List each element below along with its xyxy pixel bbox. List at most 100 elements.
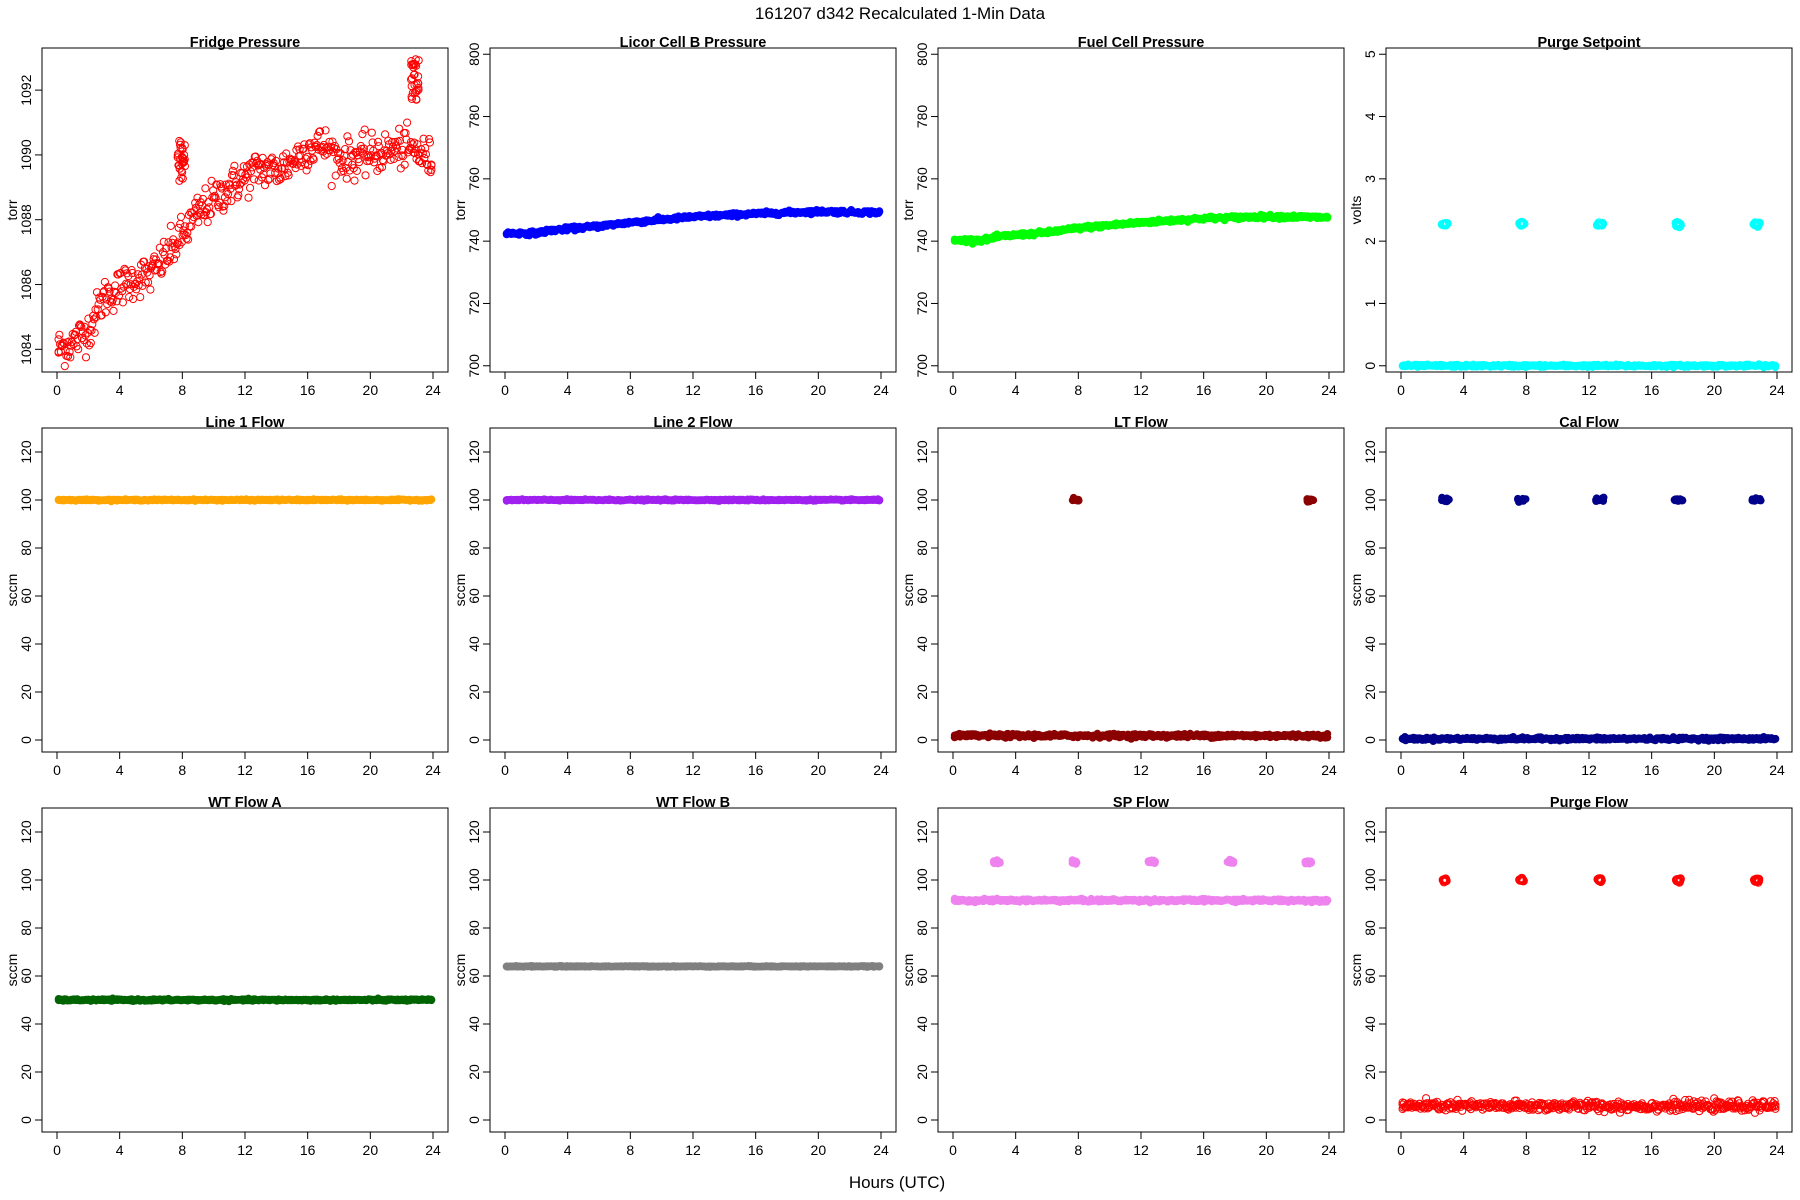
data-point [370, 158, 379, 167]
x-tick-label: 20 [363, 1142, 379, 1158]
x-tick-label: 24 [873, 1142, 889, 1158]
y-tick-label: 120 [466, 440, 482, 464]
data-point [203, 218, 212, 227]
data-point [414, 85, 423, 95]
data-point [279, 158, 288, 167]
data-point [246, 183, 255, 192]
y-tick-label: 4 [1362, 112, 1378, 120]
x-tick-label: 24 [425, 382, 441, 398]
data-point [90, 328, 99, 337]
series-points [502, 206, 884, 240]
x-tick-label: 24 [1769, 762, 1785, 778]
data-point [125, 284, 135, 294]
x-tick-label: 0 [53, 1142, 61, 1158]
data-point [176, 212, 186, 221]
data-point [86, 338, 95, 348]
data-point [174, 161, 183, 170]
data-point [315, 127, 325, 136]
x-tick-label: 20 [1707, 382, 1723, 398]
x-tick-label: 20 [1707, 762, 1723, 778]
data-point [66, 353, 75, 362]
y-tick-label: 3 [1362, 175, 1378, 183]
data-point [1308, 495, 1316, 504]
data-point [367, 128, 376, 137]
data-point [395, 136, 405, 145]
data-point [258, 153, 267, 162]
data-point [136, 293, 145, 302]
data-point [228, 166, 237, 175]
data-point [230, 161, 239, 170]
data-point [177, 152, 187, 161]
data-point [417, 159, 427, 168]
x-tick-label: 24 [425, 762, 441, 778]
data-point [359, 144, 368, 153]
x-tick-label: 0 [1397, 382, 1405, 398]
data-point [350, 176, 359, 185]
y-tick-label: 100 [914, 488, 930, 512]
y-tick-label: 20 [466, 1064, 482, 1080]
data-point [1771, 735, 1780, 743]
data-point [354, 155, 363, 164]
data-point [325, 137, 334, 146]
data-point [1072, 496, 1080, 504]
series-points [950, 210, 1332, 248]
plot-frame [41, 807, 449, 1133]
data-point [145, 271, 154, 280]
data-point [282, 149, 291, 158]
data-point [194, 218, 203, 227]
data-point [389, 154, 398, 164]
y-tick-label: 0 [914, 736, 930, 744]
data-point [276, 174, 285, 184]
y-tick-label: 20 [1362, 684, 1378, 700]
data-point [419, 134, 428, 143]
y-tick-label: 720 [914, 292, 930, 316]
data-point [409, 63, 418, 72]
data-point [395, 124, 404, 133]
data-point [61, 346, 70, 355]
x-tick-label: 16 [300, 1142, 316, 1158]
y-tick-label: 40 [1362, 636, 1378, 652]
data-point [173, 238, 182, 247]
data-point [175, 176, 184, 185]
panel-title: Fridge Pressure [190, 35, 300, 51]
x-tick-label: 0 [501, 1142, 509, 1158]
data-point [175, 240, 184, 250]
series-points [950, 493, 1332, 743]
x-tick-label: 24 [1321, 762, 1337, 778]
data-point [118, 287, 127, 296]
y-tick-label: 40 [466, 636, 482, 652]
data-point [1323, 213, 1332, 221]
data-point [344, 137, 354, 146]
figure-x-axis-label: Hours (UTC) [849, 1173, 945, 1192]
x-tick-label: 8 [1074, 762, 1082, 778]
x-tick-label: 4 [1012, 762, 1020, 778]
data-point [291, 164, 300, 173]
y-tick-label: 700 [914, 354, 930, 378]
data-point [413, 140, 422, 149]
data-point [201, 184, 210, 193]
data-point [368, 138, 377, 147]
y-axis-label: torr [900, 199, 916, 220]
x-tick-label: 0 [949, 762, 957, 778]
data-point [165, 257, 174, 266]
data-point [182, 234, 191, 243]
y-tick-label: 780 [466, 105, 482, 129]
y-tick-label: 0 [466, 736, 482, 744]
data-point [1592, 494, 1601, 503]
data-point [390, 146, 399, 155]
data-point [402, 135, 411, 144]
data-point [101, 308, 110, 317]
y-axis-label: torr [452, 199, 468, 220]
x-tick-label: 0 [501, 762, 509, 778]
panel-title: LT Flow [1114, 415, 1168, 431]
x-tick-label: 16 [748, 762, 764, 778]
data-point [154, 259, 164, 268]
x-tick-label: 8 [1522, 382, 1530, 398]
y-tick-label: 760 [914, 167, 930, 191]
panel-title: Purge Setpoint [1537, 35, 1640, 51]
y-tick-label: 1092 [18, 74, 34, 105]
data-point [180, 155, 189, 164]
